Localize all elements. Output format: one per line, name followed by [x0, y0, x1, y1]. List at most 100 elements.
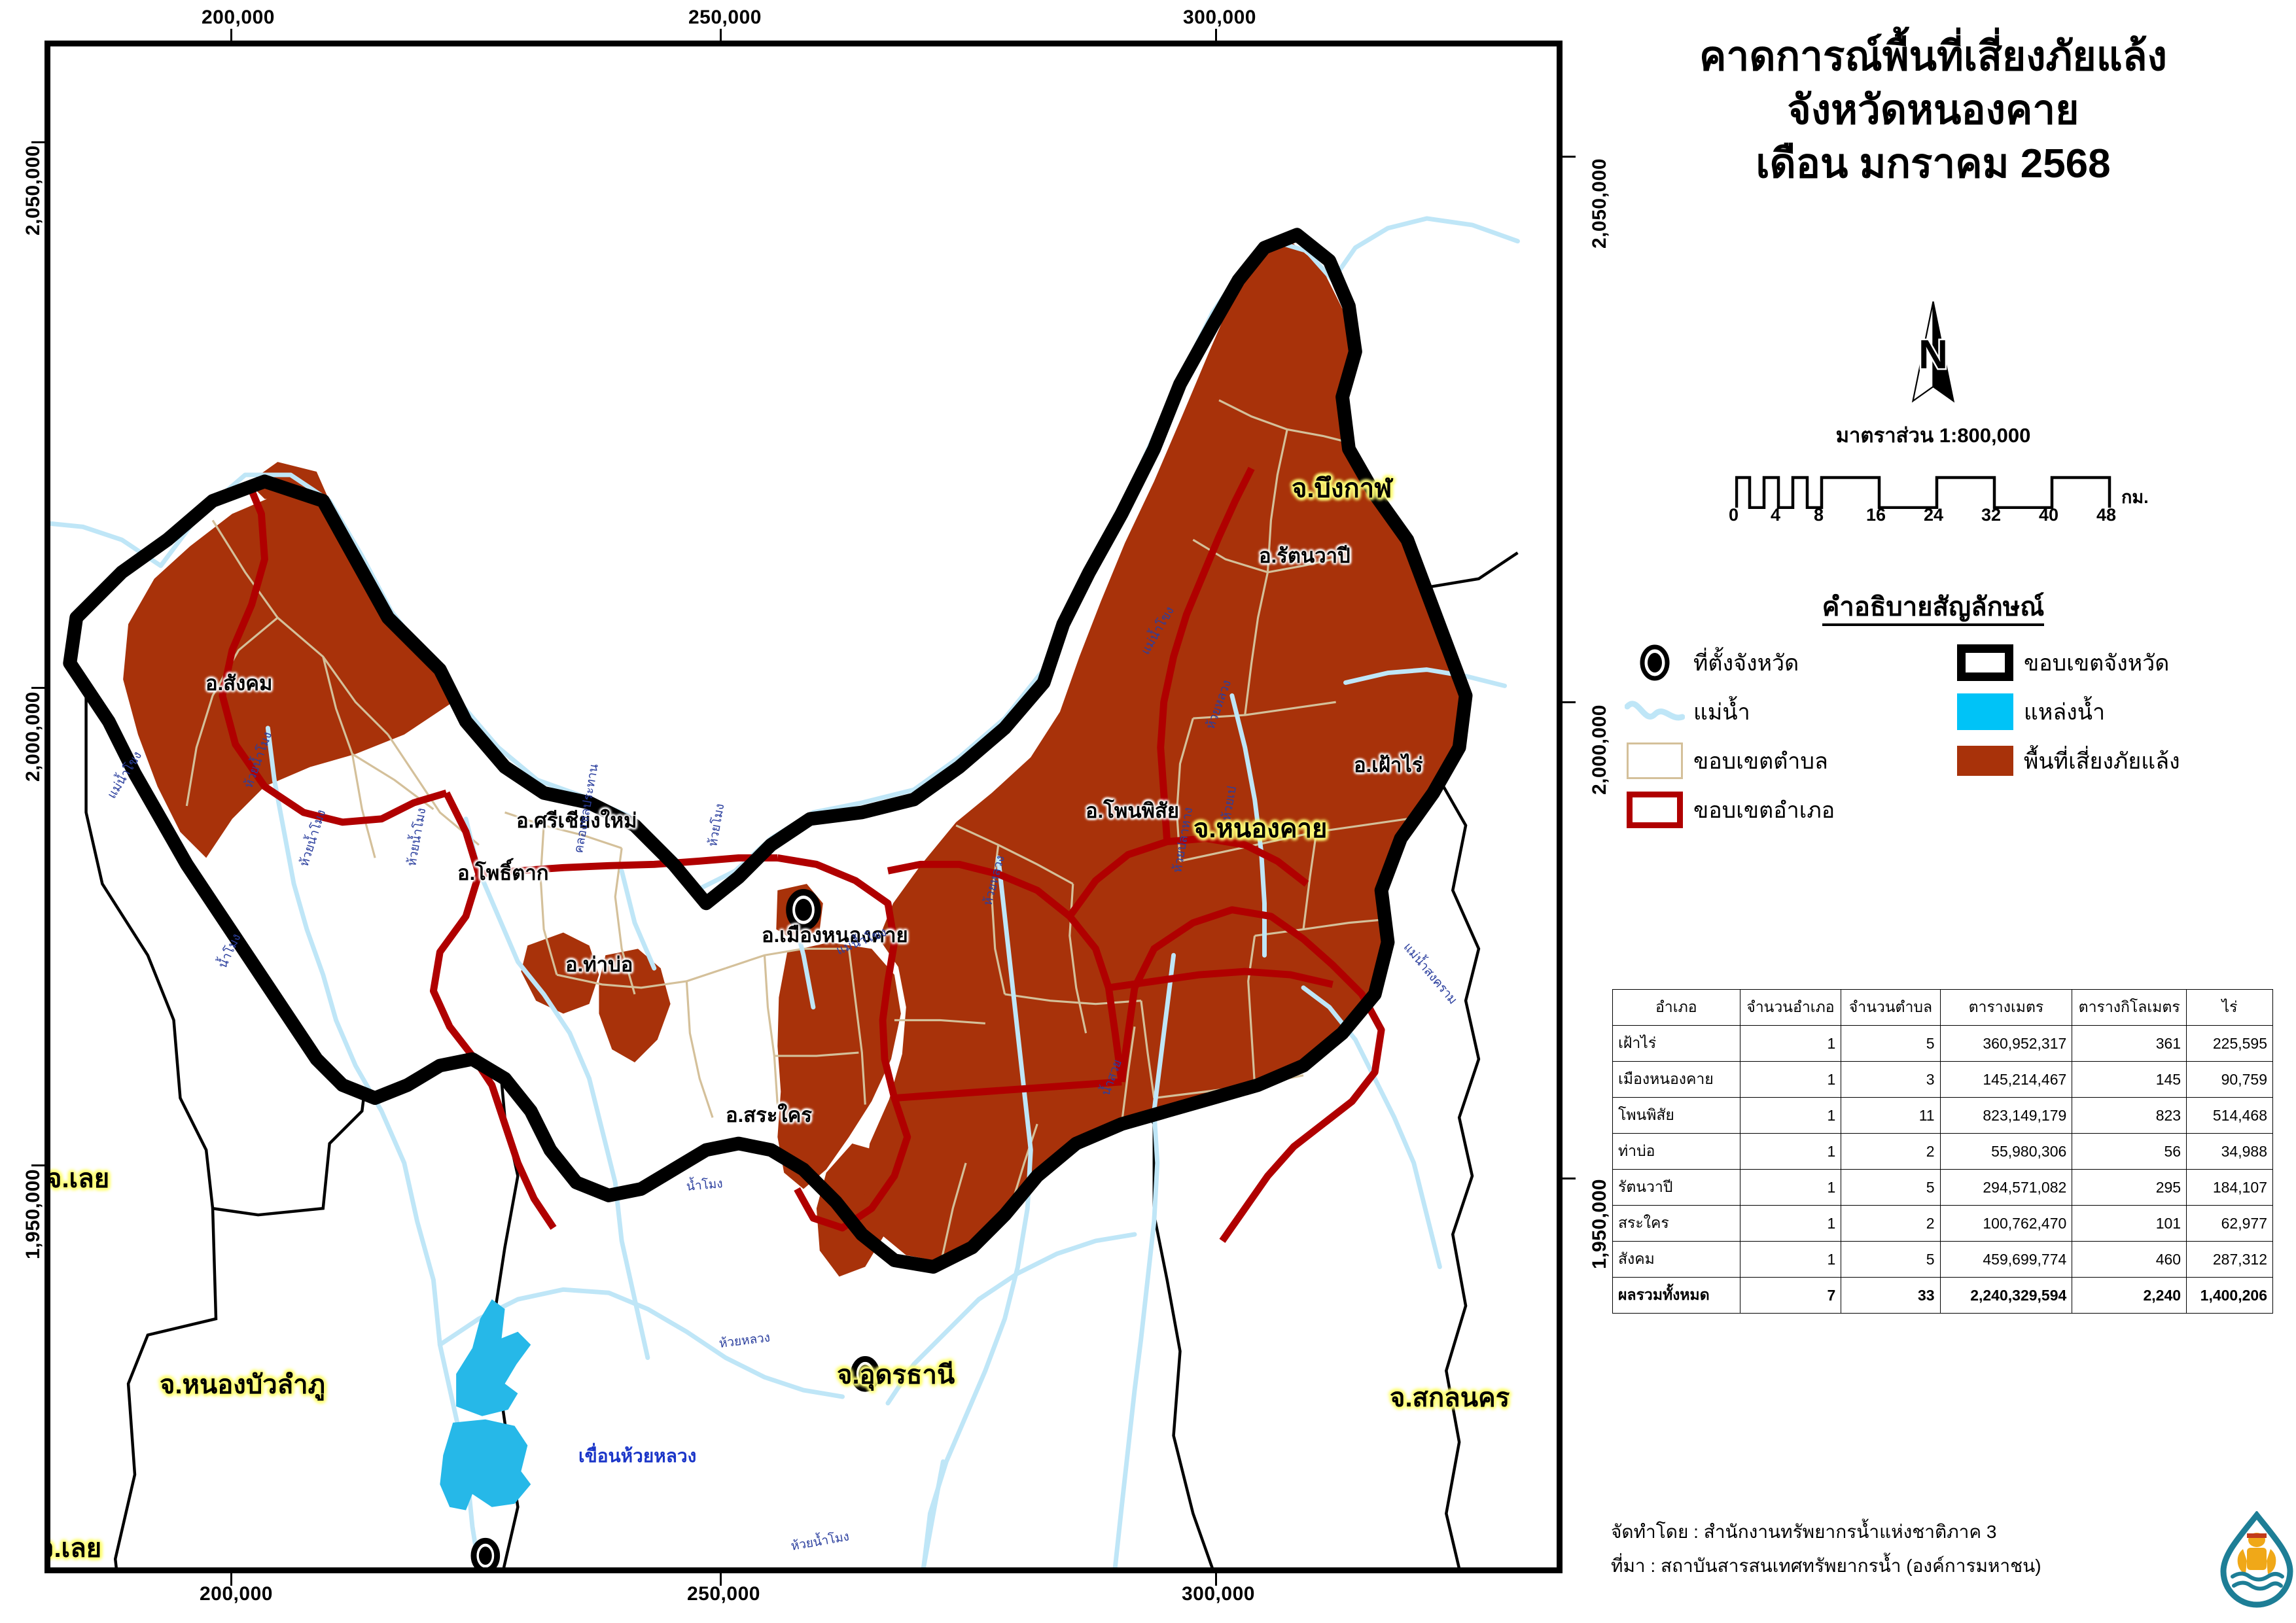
- cell-n-amphoe: 1: [1739, 1025, 1842, 1062]
- table-row: เฝ้าไร่ 1 5 360,952,317 361 225,595: [1612, 1025, 2273, 1062]
- cell-n-amphoe: 1: [1739, 1241, 1842, 1278]
- cell-amphoe: สังคม: [1612, 1241, 1740, 1278]
- cell-sq-m: 459,699,774: [1939, 1241, 2073, 1278]
- cell-sq-m: 2,240,329,594: [1939, 1277, 2073, 1314]
- legend-item-drought-area: พื้นที่เสี่ยงภัยแล้ง: [1947, 743, 2277, 778]
- amphoe-boundary-box-icon: [1616, 791, 1693, 828]
- cell-sq-km: 295: [2072, 1169, 2187, 1206]
- grat-left-2: 2,000,000: [22, 691, 44, 782]
- legend-row: ขอบเขตตำบล พื้นที่เสี่ยงภัยแล้ง: [1616, 736, 2277, 785]
- scale-tick-40: 40: [2039, 505, 2059, 525]
- cell-n-tambon: 2: [1841, 1205, 1941, 1242]
- grat-top-3: 300,000: [1183, 7, 1256, 28]
- scale-tick-0: 0: [1729, 505, 1739, 525]
- scale-tick-48: 48: [2096, 505, 2117, 525]
- title-line-1: คาดการณ์พื้นที่เสี่ยงภัยแล้ง: [1699, 34, 2167, 79]
- cell-n-tambon: 5: [1841, 1169, 1941, 1206]
- capital-udonthani: [850, 1356, 880, 1392]
- scale-tick-32: 32: [1981, 505, 2002, 525]
- title-line-2: จังหวัดหนองคาย: [1787, 87, 2079, 133]
- cell-sq-km: 56: [2072, 1133, 2187, 1170]
- grat-bot-3: 300,000: [1182, 1583, 1255, 1605]
- th-rai: ไร่: [2186, 989, 2273, 1026]
- legend-item-river: แม่น้ำ: [1616, 694, 1947, 729]
- onwr-logo-icon: [2218, 1510, 2295, 1609]
- grat-left-1: 2,050,000: [22, 145, 44, 236]
- legend-label: ขอบเขตจังหวัด: [2024, 650, 2170, 676]
- table-row: ท่าบ่อ 1 2 55,980,306 56 34,988: [1612, 1133, 2273, 1170]
- legend-row: แม่น้ำ แหล่งน้ำ: [1616, 687, 2277, 736]
- cell-amphoe: ท่าบ่อ: [1612, 1133, 1740, 1170]
- legend-label: ที่ตั้งจังหวัด: [1693, 650, 1799, 676]
- scale-bar: 0 4 8 16 24 32 40 48 กม.: [1729, 472, 2154, 535]
- scale-tick-24: 24: [1924, 505, 1944, 525]
- scale-tick-4: 4: [1771, 505, 1781, 525]
- cell-amphoe: เฝ้าไร่: [1612, 1025, 1740, 1062]
- tick: [720, 1573, 722, 1586]
- table-row: เมืองหนองคาย 1 3 145,214,467 145 90,759: [1612, 1061, 2273, 1098]
- cell-sq-km: 361: [2072, 1025, 2187, 1062]
- legend-item-province-boundary: ขอบเขตจังหวัด: [1947, 644, 2277, 681]
- legend-label: แม่น้ำ: [1693, 699, 1750, 725]
- map-side-panel: คาดการณ์พื้นที่เสี่ยงภัยแล้ง จังหวัดหนอง…: [1570, 0, 2296, 1623]
- drought-risk-areas: [123, 241, 1461, 1277]
- grat-left-3: 1,950,000: [22, 1169, 44, 1259]
- amphoe-boundaries: [219, 466, 1385, 1243]
- table-row: สังคม 1 5 459,699,774 460 287,312: [1612, 1241, 2273, 1278]
- cell-n-amphoe: 1: [1739, 1133, 1842, 1170]
- table-body: เฝ้าไร่ 1 5 360,952,317 361 225,595 เมืองหนองค…: [1612, 1025, 2273, 1314]
- legend-label: ขอบเขตอำเภอ: [1693, 797, 1835, 823]
- tick: [31, 687, 44, 689]
- province-boundary-box-icon: [1947, 644, 2024, 681]
- table-total-row: ผลรวมทั้งหมด 7 33 2,240,329,594 2,240 1,400,2…: [1612, 1277, 2273, 1314]
- grat-top-2: 250,000: [688, 7, 762, 28]
- cell-sq-m: 823,149,179: [1939, 1097, 2073, 1134]
- tick: [1563, 156, 1576, 158]
- cell-sq-m: 55,980,306: [1939, 1133, 2073, 1170]
- tick: [1215, 29, 1217, 42]
- th-amphoe: อำเภอ: [1612, 989, 1740, 1026]
- th-sq-km: ตารางกิโลเมตร: [2072, 989, 2187, 1026]
- legend-label: แหล่งน้ำ: [2024, 699, 2106, 725]
- capital-loei: [470, 1537, 501, 1567]
- tick: [230, 29, 232, 42]
- legend-label: ขอบเขตตำบล: [1693, 748, 1828, 774]
- cell-rai: 225,595: [2186, 1025, 2273, 1062]
- tick: [1563, 1178, 1576, 1179]
- th-n-tambon: จำนวนตำบล: [1841, 989, 1941, 1026]
- cell-rai: 287,312: [2186, 1241, 2273, 1278]
- grat-bot-2: 250,000: [687, 1583, 760, 1605]
- cell-rai: 90,759: [2186, 1061, 2273, 1098]
- cell-n-amphoe: 1: [1739, 1097, 1842, 1134]
- nongkhai-province-outline: [63, 228, 1473, 1274]
- scale-tick-8: 8: [1814, 505, 1824, 525]
- cell-n-amphoe: 1: [1739, 1169, 1842, 1206]
- cell-rai: 34,988: [2186, 1133, 2273, 1170]
- cell-n-amphoe: 7: [1739, 1277, 1842, 1314]
- cell-n-tambon: 3: [1841, 1061, 1941, 1098]
- cell-n-tambon: 5: [1841, 1025, 1941, 1062]
- tambon-boundary-box-icon: [1616, 742, 1693, 779]
- legend-item-province-capital: ที่ตั้งจังหวัด: [1616, 642, 1947, 683]
- cell-sq-km: 460: [2072, 1241, 2187, 1278]
- cell-n-tambon: 5: [1841, 1241, 1941, 1278]
- cell-sq-km: 101: [2072, 1205, 2187, 1242]
- river-line-icon: [1616, 697, 1693, 726]
- map-frame: จ.บึงกาฬ จ.หนองคาย จ.เลย จ.หนองบัวลำภู จ.อุด…: [44, 41, 1563, 1573]
- tick: [31, 141, 44, 143]
- tick: [31, 1164, 44, 1166]
- legend-label: พื้นที่เสี่ยงภัยแล้ง: [2024, 748, 2180, 774]
- title-line-3: เดือน มกราคม 2568: [1756, 141, 2111, 186]
- grat-top-1: 200,000: [202, 7, 275, 28]
- cell-amphoe: ผลรวมทั้งหมด: [1612, 1277, 1740, 1314]
- table-row: รัตนวาปี 1 5 294,571,082 295 184,107: [1612, 1169, 2273, 1206]
- province-capital-point-icon: [1616, 642, 1693, 683]
- table-header-row: อำเภอ จำนวนอำเภอ จำนวนตำบล ตารางเมตร ตาร…: [1612, 989, 2273, 1026]
- north-letter: N: [1918, 332, 1948, 377]
- legend-item-water-body: แหล่งน้ำ: [1947, 693, 2277, 730]
- table-row: สระใคร 1 2 100,762,470 101 62,977: [1612, 1205, 2273, 1242]
- th-n-amphoe: จำนวนอำเภอ: [1739, 989, 1842, 1026]
- scale-tick-16: 16: [1866, 505, 1886, 525]
- drought-area-swatch-icon: [1947, 745, 2024, 776]
- cell-n-tambon: 33: [1841, 1277, 1941, 1314]
